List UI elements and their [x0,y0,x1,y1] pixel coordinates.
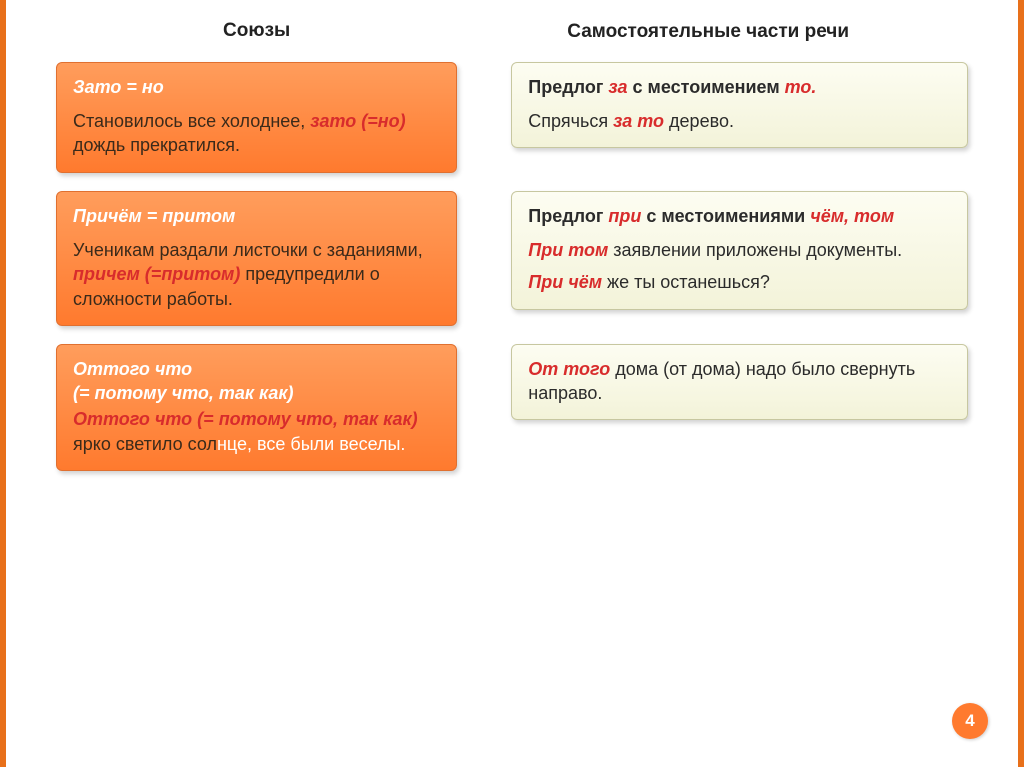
ex1-em: При том [528,240,608,260]
ex-em: От того [528,359,610,379]
text-a: Ученикам раздали листочки с заданиями, [73,240,423,260]
ex2-em: При чём [528,272,602,292]
box-heading: Зато = но [73,75,440,99]
box-heading: Предлог при с местоимениями чём, том [528,204,951,228]
h-em2: то. [785,77,817,97]
page-number: 4 [952,703,988,739]
text-em: причем (=притом) [73,264,240,284]
h-b: с местоимениями [641,206,810,226]
box-heading: Предлог за с местоимением то. [528,75,951,99]
box-ot-togo: От того дома (от дома) надо было свернут… [511,344,968,421]
cell-1-right: Предлог за с местоимением то. Спрячься з… [457,62,968,173]
text-a: Становилось все холоднее, [73,111,310,131]
ex-b: дерево. [664,111,734,131]
h-em: за [608,77,627,97]
cell-2-left: Причём = притом Ученикам раздали листочк… [56,191,457,326]
box-heading: Причём = притом [73,204,440,228]
ex-mid: ярко светило сол [73,434,217,454]
example-2: При чём же ты останешься? [528,270,951,294]
h-em2: чём, том [810,206,894,226]
h-a: Предлог [528,77,608,97]
row-1: Зато = но Становилось все холоднее, зато… [56,62,968,173]
box-pri-tom: Предлог при с местоимениями чём, том При… [511,191,968,310]
ex1-b: заявлении приложены документы. [608,240,902,260]
ex-a: Спрячься [528,111,613,131]
box-prichem: Причём = притом Ученикам раздали листочк… [56,191,457,326]
h1: Оттого что [73,359,192,379]
example-1: При том заявлении приложены документы. [528,238,951,262]
column-headings: Союзы Самостоятельные части речи [56,20,968,44]
h2: (= потому что, так как) [73,383,293,403]
cell-1-left: Зато = но Становилось все холоднее, зато… [56,62,457,173]
ex-white: нце, все были веселы. [217,434,405,454]
row-3: Оттого что (= потому что, так как) Оттог… [56,344,968,471]
cell-2-right: Предлог при с местоимениями чём, том При… [457,191,968,326]
box-heading: Оттого что (= потому что, так как) [73,357,440,406]
ex-em: Оттого что (= потому что, так как) [73,409,418,429]
h-em: при [608,206,641,226]
h-b: с местоимением [628,77,785,97]
heading-right: Самостоятельные части речи [457,20,968,44]
ex2-b: же ты останешься? [602,272,770,292]
slide-content: Союзы Самостоятельные части речи Зато = … [6,0,1018,491]
row-2: Причём = притом Ученикам раздали листочк… [56,191,968,326]
box-ottogo: Оттого что (= потому что, так как) Оттог… [56,344,457,471]
box-za-to: Предлог за с местоимением то. Спрячься з… [511,62,968,149]
text-b: дождь прекратился. [73,135,240,155]
text-em: зато (=но) [310,111,405,131]
ex-em: за то [613,111,664,131]
cell-3-right: От того дома (от дома) надо было свернут… [457,344,968,471]
h-a: Предлог [528,206,608,226]
box-zato: Зато = но Становилось все холоднее, зато… [56,62,457,173]
cell-3-left: Оттого что (= потому что, так как) Оттог… [56,344,457,471]
heading-left: Союзы [56,20,457,44]
